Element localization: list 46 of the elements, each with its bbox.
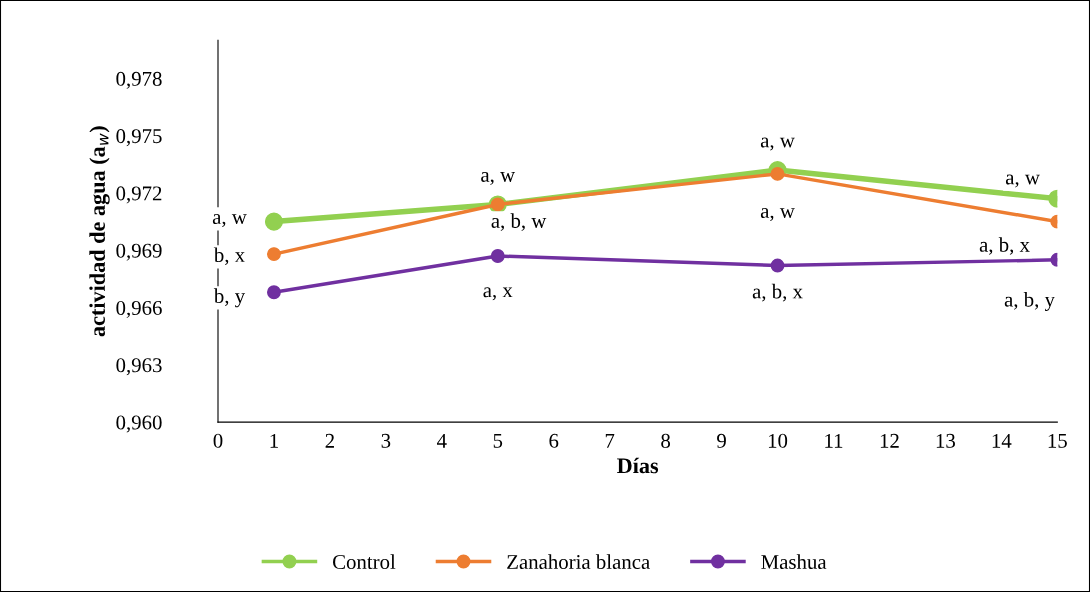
- annotation: a, b, y: [1004, 292, 1055, 311]
- annotation: a, w: [760, 137, 795, 151]
- legend-label: Mashua: [761, 554, 827, 570]
- legend-label: Zanahoria blanca: [507, 554, 650, 570]
- y-tick-label: 0,975: [116, 129, 162, 147]
- x-tick-label: 7: [605, 434, 615, 448]
- x-tick-label: 10: [768, 433, 788, 448]
- x-tick-label: 4: [437, 433, 447, 448]
- y-tick-label: 0,978: [116, 71, 162, 89]
- point: [770, 166, 785, 181]
- x-tick-label: 3: [381, 433, 391, 448]
- x-axis-title: Días: [617, 457, 659, 474]
- x-tick-label: 11: [825, 433, 843, 448]
- point: [264, 212, 283, 231]
- point: [770, 258, 785, 273]
- x-tick-label: 14: [992, 433, 1012, 448]
- x-tick-label: 15: [1048, 433, 1067, 448]
- y-tick-label: 0,960: [116, 415, 162, 433]
- annotation: a, w: [1005, 174, 1040, 188]
- x-tick-label: 9: [717, 433, 726, 448]
- annotation: a, w: [481, 171, 516, 185]
- annotation: a, b, x: [752, 283, 803, 302]
- y-tick-label: 0,972: [116, 186, 162, 204]
- x-tick-label: 0: [213, 433, 223, 448]
- annotation: b, x: [213, 247, 245, 266]
- point: [490, 249, 505, 263]
- point: [267, 247, 281, 262]
- annotation: a, b, w: [491, 213, 547, 231]
- y-tick-label: 0,963: [116, 358, 162, 376]
- x-tick-label: 12: [880, 433, 899, 448]
- point: [267, 285, 281, 300]
- legend-label: Control: [332, 554, 396, 570]
- y-tick-label: 0,969: [116, 243, 162, 261]
- x-tick-label: 5: [493, 434, 503, 448]
- annotation: b, y: [213, 288, 246, 308]
- x-tick-label: 13: [936, 433, 955, 448]
- x-tick-label: 8: [661, 433, 671, 448]
- x-tick-label: 6: [549, 433, 559, 448]
- y-tick-label: 0,966: [116, 300, 162, 318]
- annotation: a, x: [483, 287, 513, 301]
- x-tick-label: 1: [270, 433, 278, 448]
- annotation: a, w: [212, 214, 247, 228]
- annotation: a, b, x: [979, 237, 1030, 255]
- y-axis-title: actividad de agua (a$_{w}$): [89, 126, 110, 337]
- annotation: a, w: [760, 208, 795, 221]
- x-tick-label: 2: [325, 433, 334, 448]
